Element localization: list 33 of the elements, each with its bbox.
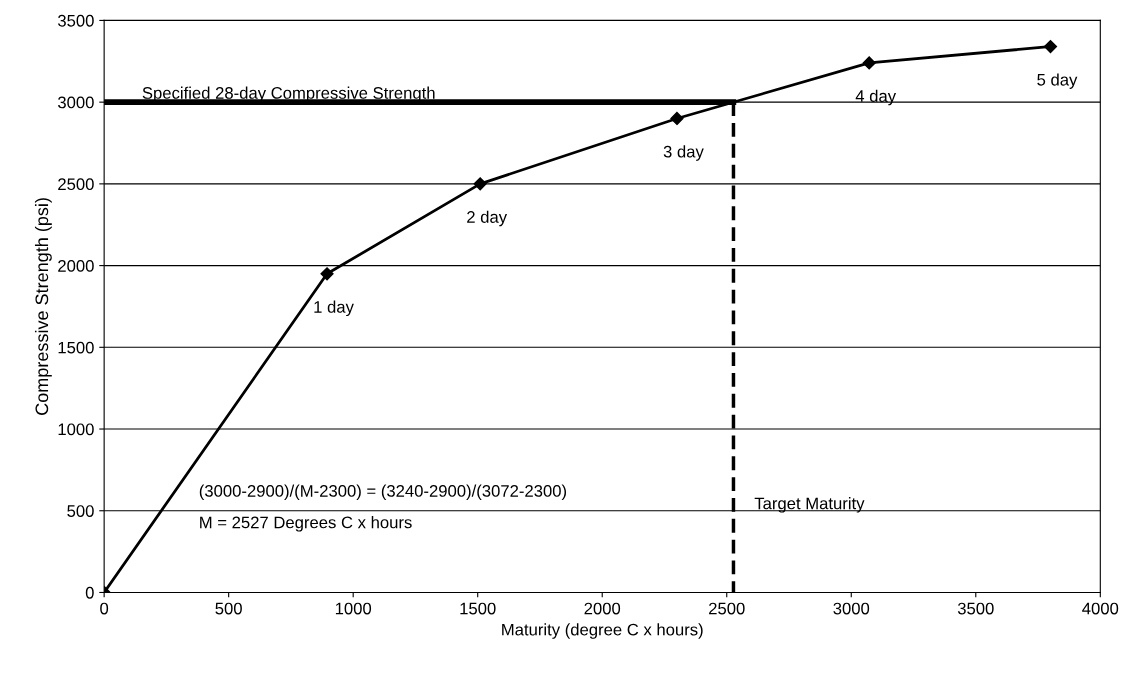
annotation: 2 day bbox=[467, 210, 508, 227]
annotation: 3 day bbox=[663, 145, 704, 161]
annotation: 5 day bbox=[1037, 73, 1078, 89]
y-tick-label: 2000 bbox=[58, 259, 94, 272]
y-axis-title: Compressive Strength (psi) bbox=[34, 198, 52, 415]
x-tick-label: 3000 bbox=[833, 602, 870, 615]
x-axis-title: Maturity (degree C x hours) bbox=[502, 623, 703, 639]
ref-line-label: Target Maturity bbox=[754, 497, 865, 513]
x-tick-label: 500 bbox=[215, 602, 242, 615]
x-tick-label: 1500 bbox=[460, 602, 496, 615]
ref-line-label: Specified 28-day Compressive Strength bbox=[142, 86, 435, 103]
y-tick-label: 1000 bbox=[58, 423, 94, 436]
point bbox=[473, 177, 487, 191]
y-tick-label: 2500 bbox=[58, 178, 94, 191]
x-tick-label: 2500 bbox=[709, 602, 745, 615]
y-tick-label: 3500 bbox=[57, 14, 94, 27]
annotation: 4 day bbox=[855, 89, 897, 106]
y-tick-label: 0 bbox=[85, 586, 94, 599]
annotation: 1 day bbox=[314, 300, 354, 317]
point bbox=[670, 111, 684, 126]
x-tick-label: 1000 bbox=[335, 602, 372, 615]
x-tick-label: 4000 bbox=[1082, 602, 1119, 615]
y-tick-label: 1500 bbox=[58, 341, 94, 354]
point bbox=[320, 267, 334, 281]
annotation: M = 2527 Degrees C x hours bbox=[200, 516, 412, 532]
point bbox=[862, 56, 876, 70]
y-tick-label: 500 bbox=[67, 505, 94, 517]
x-tick-label: 3500 bbox=[957, 602, 994, 615]
x-tick-label: 2000 bbox=[584, 602, 621, 615]
y-tick-label: 3000 bbox=[57, 96, 94, 109]
annotation: (3000-2900)/(M-2300) = (3240-2900)/(3072-2300) bbox=[199, 484, 567, 501]
x-tick-label: 0 bbox=[100, 602, 109, 615]
point bbox=[1043, 39, 1058, 54]
